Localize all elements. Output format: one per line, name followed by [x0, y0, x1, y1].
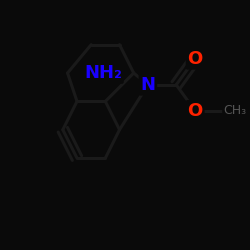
Text: O: O: [188, 50, 203, 68]
Text: O: O: [188, 102, 203, 120]
Text: N: N: [140, 76, 156, 94]
Text: CH₃: CH₃: [224, 104, 246, 117]
Text: NH₂: NH₂: [84, 64, 122, 82]
